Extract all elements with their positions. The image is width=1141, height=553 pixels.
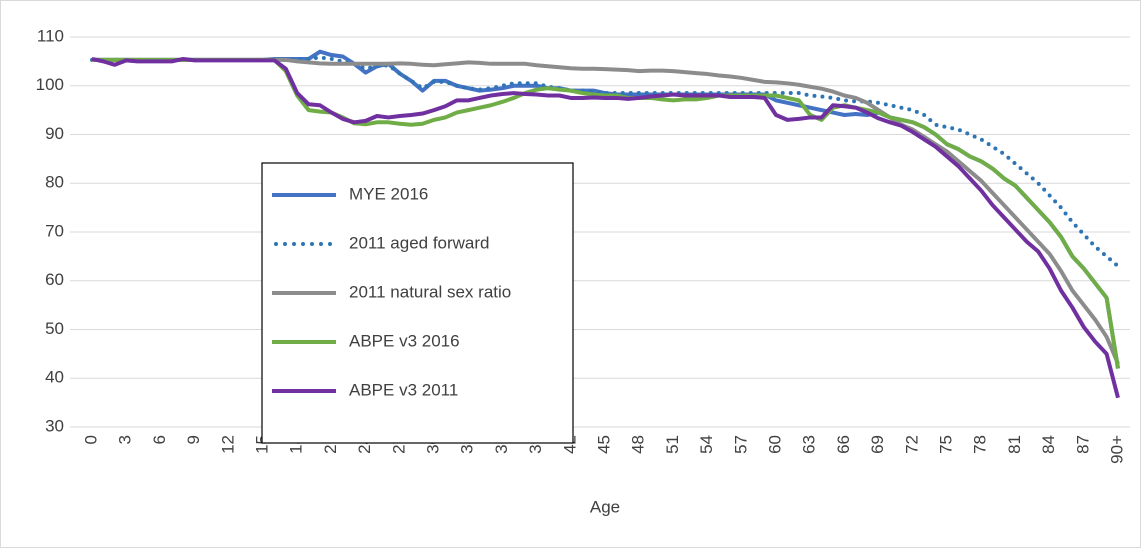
x-tick-label: 3	[116, 435, 135, 444]
x-tick-label: 45	[594, 435, 613, 454]
x-tick-label: 69	[868, 435, 887, 454]
y-tick-label: 60	[45, 270, 64, 289]
x-tick-label: 0	[81, 435, 100, 444]
legend-label: MYE 2016	[349, 184, 428, 203]
x-tick-label: 78	[971, 435, 990, 454]
x-tick-label: 90+	[1107, 435, 1126, 464]
y-tick-label: 90	[45, 124, 64, 143]
y-tick-label: 40	[45, 368, 64, 387]
x-tick-label: 9	[184, 435, 203, 444]
lines	[90, 49, 1120, 399]
x-tick-label: 12	[218, 435, 237, 454]
y-tick-label: 70	[45, 221, 64, 240]
x-axis-title: Age	[590, 497, 620, 516]
legend: MYE 2016 2011 aged forward 2011 natural se…	[261, 162, 574, 444]
x-tick-label: 54	[697, 435, 716, 454]
x-tick-label: 63	[800, 435, 819, 454]
series-line	[91, 56, 1120, 399]
legend-label: ABPE v3 2016	[349, 331, 460, 350]
x-tick-label: 48	[629, 435, 648, 454]
series-line	[90, 55, 1120, 269]
legend-box	[261, 162, 574, 444]
y-tick-label: 30	[45, 416, 64, 435]
x-tick-label: 87	[1073, 435, 1092, 454]
y-tick-label: 100	[36, 75, 64, 94]
x-tick-label: 75	[936, 435, 955, 454]
x-tick-label: 72	[902, 435, 921, 454]
y-tick-label: 50	[45, 319, 64, 338]
y-tick-label: 110	[37, 26, 64, 45]
x-tick-label: 51	[663, 435, 682, 454]
x-tick-label: 84	[1039, 435, 1058, 454]
legend-label: 2011 natural sex ratio	[349, 282, 511, 301]
legend-label: ABPE v3 2011	[349, 380, 458, 399]
x-tick-label: 66	[834, 435, 853, 454]
x-tick-label: 60	[765, 435, 784, 454]
x-tick-label: 6	[150, 435, 169, 444]
y-tick-label: 80	[45, 173, 64, 192]
x-tick-label: 57	[731, 435, 750, 454]
legend-label: 2011 aged forward	[349, 233, 490, 252]
x-tick-label: 81	[1005, 435, 1024, 454]
